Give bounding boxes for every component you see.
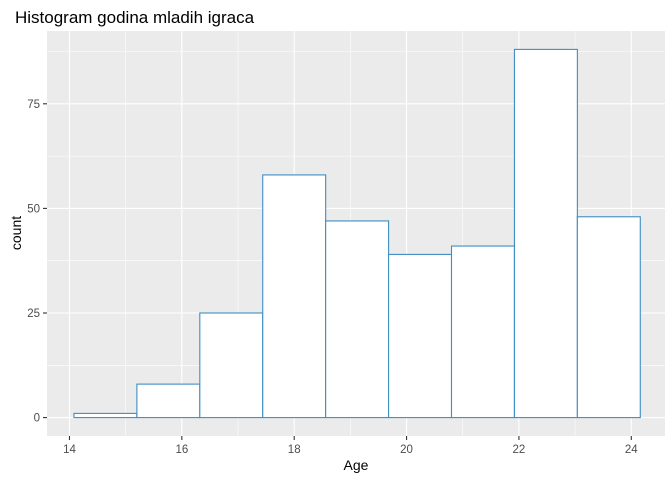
x-axis: 14 16 18 20 22 24 — [63, 436, 638, 456]
histogram-bar — [136, 383, 201, 419]
y-tick-label: 75 — [27, 99, 40, 111]
histogram-bar — [576, 216, 641, 419]
x-tick-label: 16 — [175, 444, 188, 456]
x-tick-label: 18 — [288, 444, 301, 456]
histogram-bar — [450, 245, 515, 419]
y-tick-label: 50 — [27, 203, 40, 215]
y-tick-label: 0 — [34, 413, 40, 425]
histogram-bar — [388, 253, 453, 419]
histogram-bars — [73, 48, 641, 419]
x-tick-label: 14 — [63, 444, 76, 456]
histogram-bar — [73, 412, 138, 419]
x-axis-title: Age — [344, 457, 369, 473]
histogram-bar — [513, 48, 578, 419]
x-tick-label: 22 — [513, 444, 526, 456]
histogram-bar — [325, 220, 390, 419]
histogram-bar — [199, 312, 264, 419]
x-tick-label: 24 — [625, 444, 638, 456]
x-tick-label: 20 — [400, 444, 413, 456]
y-axis: 0 25 50 75 — [27, 99, 47, 425]
y-axis-title: count — [8, 216, 24, 250]
histogram-bar — [262, 174, 327, 419]
y-tick-label: 25 — [27, 308, 40, 320]
chart-title: Histogram godina mladih igraca — [15, 8, 255, 27]
